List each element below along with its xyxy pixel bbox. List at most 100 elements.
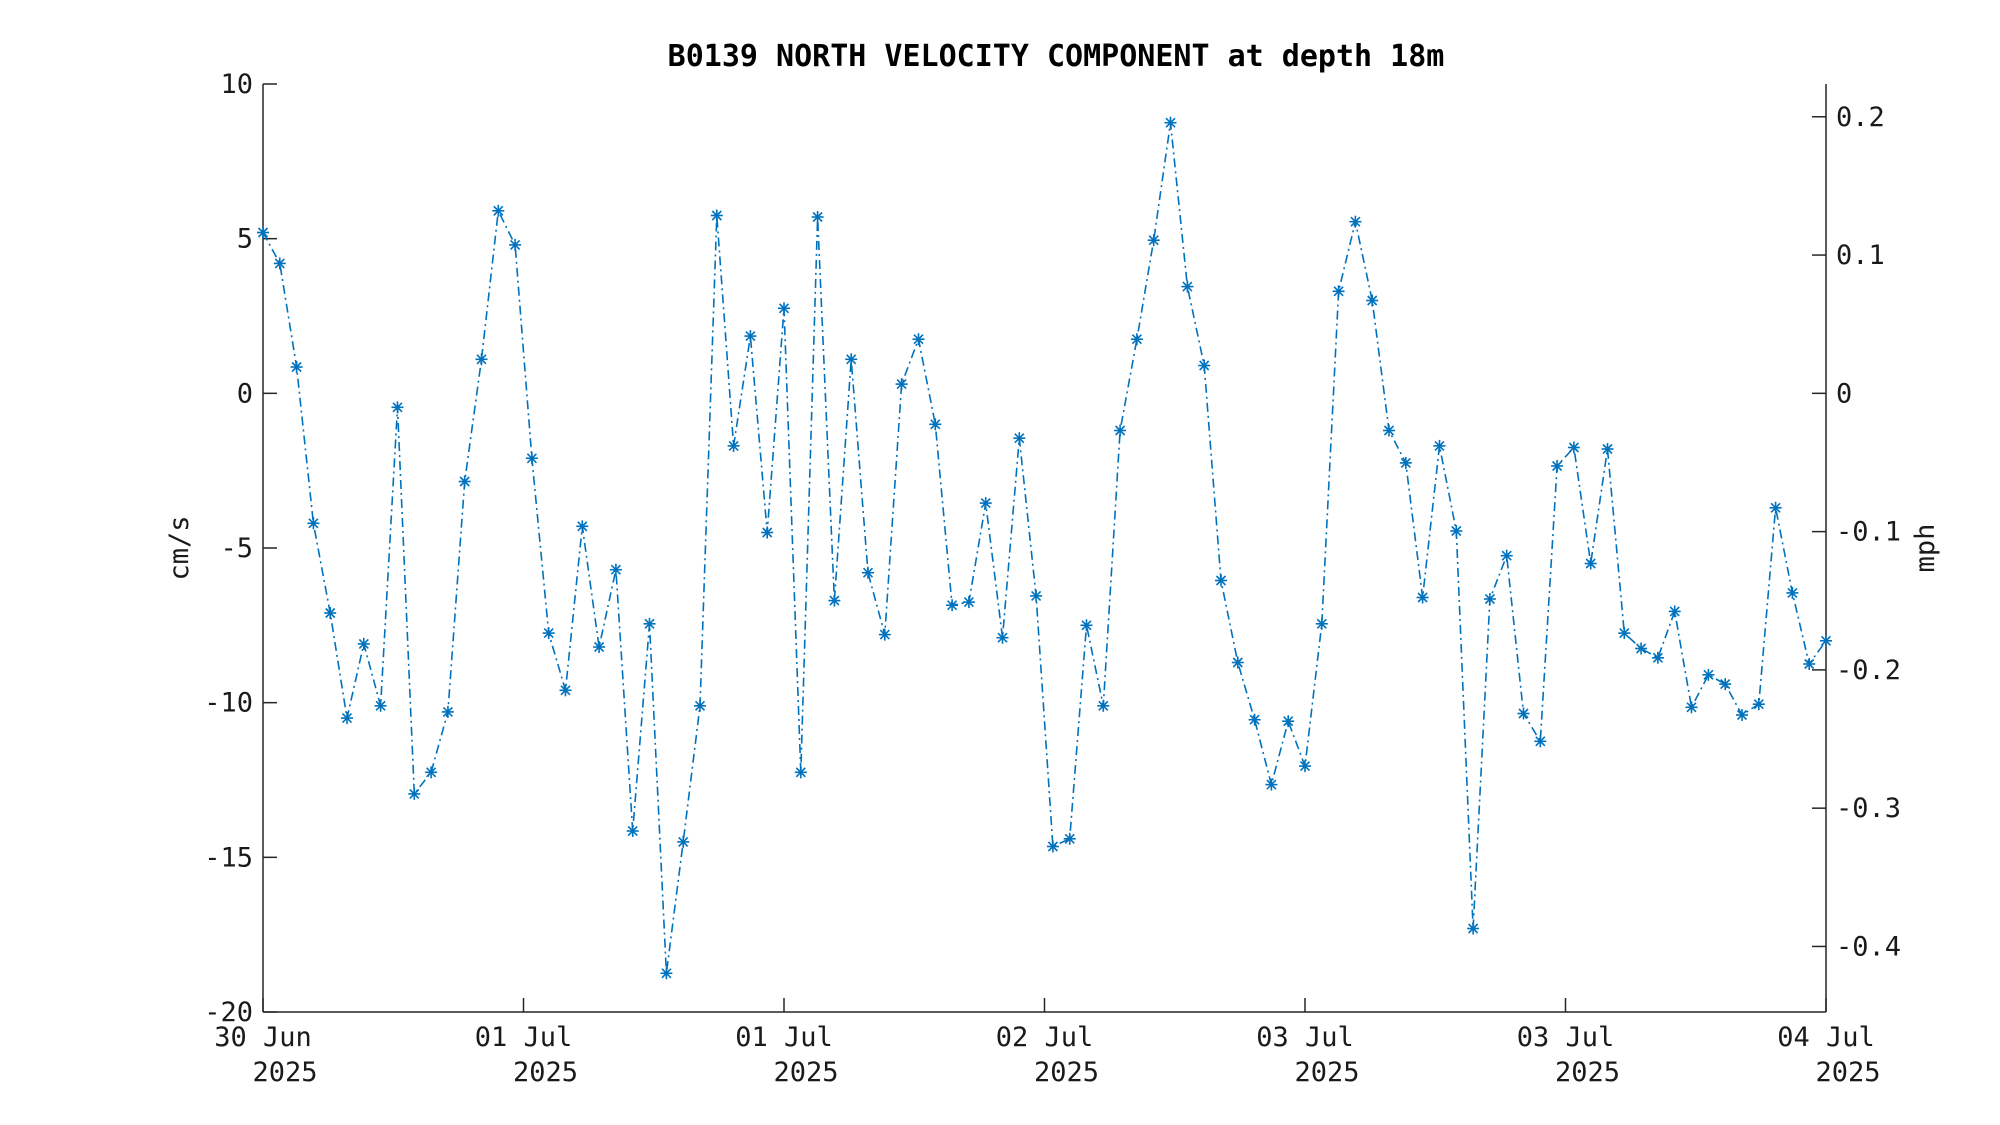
y-tick-label: 0 xyxy=(237,378,253,409)
y2-tick-label: -0.1 xyxy=(1836,517,1901,548)
y-tick-label: -20 xyxy=(204,997,253,1028)
data-point xyxy=(1433,439,1446,452)
data-point xyxy=(273,257,286,270)
data-point xyxy=(609,563,622,576)
data-point xyxy=(1416,591,1429,604)
data-point xyxy=(996,631,1009,644)
data-point xyxy=(694,699,706,712)
y-axis-ticks: 10 5 0 -5 -10 -15 -20 xyxy=(204,69,277,1028)
data-point xyxy=(525,452,538,465)
data-point xyxy=(727,439,740,452)
x-tick-label-year: 2025 xyxy=(513,1057,578,1088)
y-tick-label: 10 xyxy=(220,69,253,100)
data-point xyxy=(1584,557,1597,570)
y-axis-label: cm/s xyxy=(164,515,195,580)
data-point xyxy=(1181,280,1194,293)
data-point xyxy=(425,766,438,779)
x-tick-label-year: 2025 xyxy=(1815,1057,1880,1088)
data-point xyxy=(1366,294,1379,307)
data-point xyxy=(1030,589,1043,602)
data-point xyxy=(492,204,505,217)
data-point xyxy=(290,361,303,373)
data-point xyxy=(1719,678,1732,691)
data-point xyxy=(895,378,908,391)
x-tick-label-date: 03 Jul xyxy=(1517,1022,1615,1053)
data-point xyxy=(1483,593,1496,605)
data-point xyxy=(1601,443,1614,455)
data-point xyxy=(341,712,353,725)
data-point xyxy=(1164,116,1177,129)
data-point xyxy=(1349,215,1362,228)
data-point xyxy=(1567,441,1580,454)
data-point xyxy=(441,705,454,718)
data-point xyxy=(408,787,421,800)
data-point xyxy=(458,475,471,488)
series-line xyxy=(262,122,1827,974)
x-tick-label-date: 02 Jul xyxy=(996,1022,1094,1053)
data-point xyxy=(257,226,269,239)
data-point xyxy=(559,684,572,697)
data-point xyxy=(1685,701,1698,714)
data-point xyxy=(1147,234,1160,247)
y2-tick-label: 0 xyxy=(1836,378,1852,409)
data-point xyxy=(1332,285,1345,298)
data-point xyxy=(374,699,387,712)
y-tick-label: -15 xyxy=(204,842,253,873)
data-point xyxy=(1315,617,1328,630)
y-tick-label: -5 xyxy=(220,533,253,564)
data-point xyxy=(1231,656,1244,669)
data-point xyxy=(1500,549,1513,562)
y-tick-label: 5 xyxy=(237,224,253,255)
data-point xyxy=(710,209,723,222)
data-point xyxy=(1517,707,1530,720)
y2-tick-label: -0.2 xyxy=(1836,655,1901,686)
data-point xyxy=(1618,627,1631,640)
data-point xyxy=(1114,424,1127,437)
data-point xyxy=(1097,699,1110,712)
data-point xyxy=(593,641,606,653)
data-point xyxy=(1130,333,1143,346)
x-tick-label-year: 2025 xyxy=(773,1057,838,1088)
y2-tick-label: 0.1 xyxy=(1836,240,1885,271)
data-point xyxy=(1299,760,1311,773)
x-tick-label-date: 01 Jul xyxy=(475,1022,573,1053)
data-point xyxy=(1752,698,1765,711)
data-point xyxy=(979,497,992,510)
y2-tick-label: -0.3 xyxy=(1836,793,1901,824)
data-point xyxy=(307,517,320,530)
x-tick-label-year: 2025 xyxy=(1555,1057,1620,1088)
chart-title: B0139 NORTH VELOCITY COMPONENT at depth … xyxy=(668,39,1445,74)
data-point xyxy=(1668,605,1681,618)
x-tick-label-date: 01 Jul xyxy=(735,1022,833,1053)
y2-tick-label: 0.2 xyxy=(1836,102,1885,133)
data-point xyxy=(357,637,370,650)
data-point xyxy=(862,566,874,579)
y2-tick-label: -0.4 xyxy=(1836,931,1901,962)
data-point xyxy=(1803,658,1816,670)
data-point xyxy=(643,617,656,630)
data-point xyxy=(811,211,824,223)
data-point xyxy=(794,766,807,779)
data-point xyxy=(660,967,673,980)
data-point xyxy=(1399,456,1412,469)
data-point xyxy=(1534,735,1547,748)
data-point xyxy=(1198,359,1211,372)
y2-axis-label: mph xyxy=(1910,524,1941,573)
data-point xyxy=(1248,713,1261,726)
data-point xyxy=(845,353,858,366)
x-axis-ticks: 30 Jun 2025 01 Jul 2025 01 Jul 2025 02 Jul 2025… xyxy=(214,998,1881,1088)
data-point xyxy=(828,594,841,607)
data-point xyxy=(677,835,690,848)
data-point xyxy=(962,596,975,609)
x-tick-label-date: 04 Jul xyxy=(1777,1022,1875,1053)
x-tick-label-year: 2025 xyxy=(1034,1057,1099,1088)
x-tick-label-year: 2025 xyxy=(1294,1057,1359,1088)
data-point xyxy=(391,401,404,414)
data-point xyxy=(1080,619,1093,632)
data-point xyxy=(1786,586,1799,599)
data-point xyxy=(1046,840,1059,853)
x-tick-label-year: 2025 xyxy=(252,1057,317,1088)
data-point xyxy=(626,825,639,837)
data-point xyxy=(1736,709,1748,721)
